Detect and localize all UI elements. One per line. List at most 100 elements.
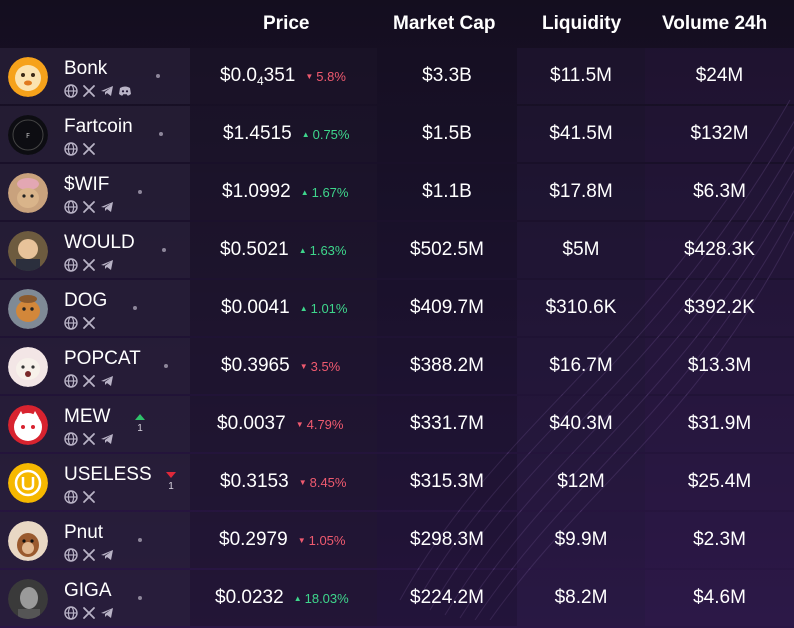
table-row[interactable]: Pnut $0.2979 ▼ 1.05% $298.3M $9.9M $2.3M	[0, 512, 794, 570]
table-row[interactable]: MEW 1 $0.0037 ▼ 4.79% $331.7M $40.3M $31.9M	[0, 396, 794, 454]
token-name-cell[interactable]: DOG	[0, 280, 190, 336]
fartcoin-avatar-icon: F	[8, 115, 48, 155]
token-name[interactable]: MEW	[64, 406, 111, 427]
x-icon[interactable]	[82, 142, 96, 156]
price-cell: $0.0041 ▲ 1.01%	[190, 280, 377, 336]
x-icon[interactable]	[82, 84, 96, 98]
token-name-cell[interactable]: GIGA	[0, 570, 190, 626]
social-links	[64, 548, 114, 562]
table-row[interactable]: POPCAT $0.3965 ▼ 3.5% $388.2M $16.7M $13.3M	[0, 338, 794, 396]
table-row[interactable]: USELESS 1 $0.3153 ▼ 8.45% $315.3M $12M $25.4M	[0, 454, 794, 512]
token-name-cell[interactable]: Bonk	[0, 48, 190, 104]
rank-change-value: 1	[137, 423, 143, 434]
globe-icon[interactable]	[64, 374, 78, 388]
x-icon[interactable]	[82, 432, 96, 446]
column-header-liquidity[interactable]: Liquidity	[542, 13, 622, 34]
column-header-price[interactable]: Price	[263, 13, 310, 34]
telegram-icon[interactable]	[100, 200, 114, 214]
telegram-icon[interactable]	[100, 548, 114, 562]
volume-24h-cell: $132M	[645, 106, 794, 162]
volume-24h-cell: $2.3M	[645, 512, 794, 568]
globe-icon[interactable]	[64, 432, 78, 446]
market-cap-cell: $1.5B	[377, 106, 517, 162]
price-cell: $1.0992 ▲ 1.67%	[190, 164, 377, 220]
token-name[interactable]: Bonk	[64, 58, 108, 79]
globe-icon[interactable]	[64, 606, 78, 620]
market-cap-value: $1.1B	[422, 181, 472, 202]
globe-icon[interactable]	[64, 548, 78, 562]
table-row[interactable]: $WIF $1.0992 ▲ 1.67% $1.1B $17.8M $6.3M	[0, 164, 794, 222]
price-change-value: 5.8%	[316, 69, 346, 84]
globe-icon[interactable]	[64, 84, 78, 98]
price-value: $0.0 4 351 ▼ 5.8%	[220, 65, 346, 88]
globe-icon[interactable]	[64, 258, 78, 272]
token-name[interactable]: Pnut	[64, 522, 104, 543]
discord-icon[interactable]	[118, 84, 132, 98]
price-change-value: 8.45%	[309, 475, 347, 490]
table-row[interactable]: F Fartcoin $1.4515 ▲ 0.75% $1.5B $41.5M $132M	[0, 106, 794, 164]
token-name-cell[interactable]: $WIF	[0, 164, 190, 220]
rank-up-arrow-icon	[135, 414, 145, 420]
telegram-icon[interactable]	[100, 84, 114, 98]
market-cap-value: $1.5B	[422, 123, 472, 144]
market-cap-cell: $388.2M	[377, 338, 517, 394]
liquidity-cell: $8.2M	[517, 570, 645, 626]
token-name[interactable]: WOULD	[64, 232, 135, 253]
telegram-icon[interactable]	[100, 258, 114, 272]
token-name-cell[interactable]: F Fartcoin	[0, 106, 190, 162]
change-up-triangle-icon: ▲	[298, 246, 307, 255]
table-row[interactable]: Bonk $0.0 4 351 ▼ 5.8% $3.3B $11.5M $24M	[0, 48, 794, 106]
telegram-icon[interactable]	[100, 432, 114, 446]
social-links	[64, 374, 114, 388]
token-name[interactable]: DOG	[64, 290, 108, 311]
table-row[interactable]: DOG $0.0041 ▲ 1.01% $409.7M $310.6K $392.2K	[0, 280, 794, 338]
telegram-icon[interactable]	[100, 606, 114, 620]
token-name-cell[interactable]: POPCAT	[0, 338, 190, 394]
x-icon[interactable]	[82, 490, 96, 504]
column-header-volume-24h[interactable]: Volume 24h	[662, 13, 768, 34]
market-cap-cell: $3.3B	[377, 48, 517, 104]
price-change-24h: ▼ 5.8%	[305, 69, 346, 84]
x-icon[interactable]	[82, 258, 96, 272]
token-name-cell[interactable]: USELESS 1	[0, 454, 190, 510]
liquidity-cell: $17.8M	[517, 164, 645, 220]
rank-neutral-dot-icon	[162, 248, 166, 252]
price-change-value: 18.03%	[304, 591, 349, 606]
x-icon[interactable]	[82, 606, 96, 620]
x-icon[interactable]	[82, 200, 96, 214]
volume-24h-value: $24M	[695, 65, 744, 86]
x-icon[interactable]	[82, 316, 96, 330]
telegram-icon[interactable]	[100, 374, 114, 388]
token-name-cell[interactable]: MEW 1	[0, 396, 190, 452]
table-row[interactable]: GIGA $0.0232 ▲ 18.03% $224.2M $8.2M $4.6M	[0, 570, 794, 628]
token-name[interactable]: POPCAT	[64, 348, 141, 369]
x-icon[interactable]	[82, 548, 96, 562]
token-name[interactable]: USELESS	[64, 464, 152, 485]
price-change-24h: ▼ 1.05%	[298, 533, 346, 548]
globe-icon[interactable]	[64, 316, 78, 330]
price-value: $0.5021 ▲ 1.63%	[220, 239, 346, 261]
token-name[interactable]: GIGA	[64, 580, 112, 601]
token-name[interactable]: Fartcoin	[64, 116, 133, 137]
globe-icon[interactable]	[64, 200, 78, 214]
rank-change-indicator: 1	[164, 472, 178, 492]
column-header-market-cap[interactable]: Market Cap	[393, 13, 496, 34]
market-cap-cell: $315.3M	[377, 454, 517, 510]
liquidity-cell: $41.5M	[517, 106, 645, 162]
would-avatar-icon	[8, 231, 48, 271]
table-row[interactable]: WOULD $0.5021 ▲ 1.63% $502.5M $5M $428.3K	[0, 222, 794, 280]
token-name[interactable]: $WIF	[64, 174, 110, 195]
social-links	[64, 258, 114, 272]
globe-icon[interactable]	[64, 142, 78, 156]
token-name-cell[interactable]: Pnut	[0, 512, 190, 568]
price-main: $0.0	[220, 65, 257, 86]
volume-24h-cell: $24M	[645, 48, 794, 104]
table-header: Price Market Cap Liquidity Volume 24h	[0, 0, 794, 50]
change-up-triangle-icon: ▲	[293, 594, 302, 603]
x-icon[interactable]	[82, 374, 96, 388]
globe-icon[interactable]	[64, 490, 78, 504]
token-name-cell[interactable]: WOULD	[0, 222, 190, 278]
price-change-24h: ▲ 1.01%	[300, 301, 348, 316]
price-cell: $0.5021 ▲ 1.63%	[190, 222, 377, 278]
rank-neutral-dot-icon	[138, 596, 142, 600]
